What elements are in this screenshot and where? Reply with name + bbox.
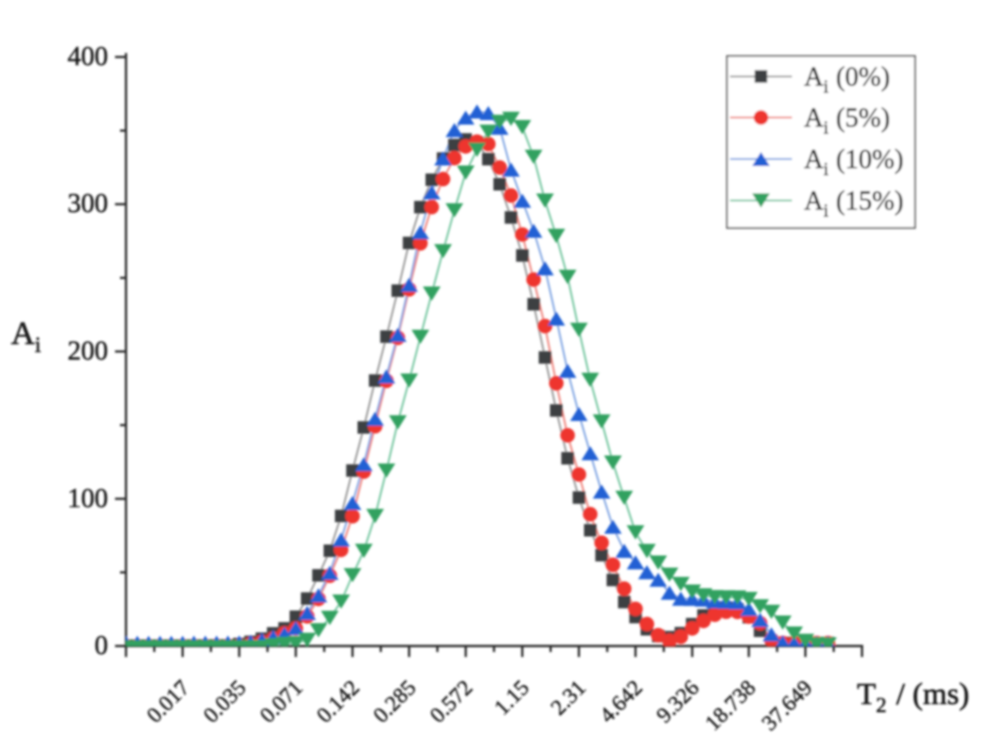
- svg-text:(15%): (15%): [836, 186, 903, 216]
- svg-text:200: 200: [68, 336, 109, 366]
- svg-text:100: 100: [68, 483, 109, 513]
- svg-text:T2 / (ms): T2 / (ms): [857, 676, 969, 717]
- svg-text:(5%): (5%): [836, 103, 890, 133]
- svg-text:Ai: Ai: [804, 62, 829, 97]
- svg-text:(0%): (0%): [836, 62, 890, 92]
- svg-text:300: 300: [68, 188, 109, 218]
- svg-text:400: 400: [68, 41, 109, 71]
- svg-text:0: 0: [95, 630, 109, 660]
- svg-text:(10%): (10%): [836, 144, 903, 174]
